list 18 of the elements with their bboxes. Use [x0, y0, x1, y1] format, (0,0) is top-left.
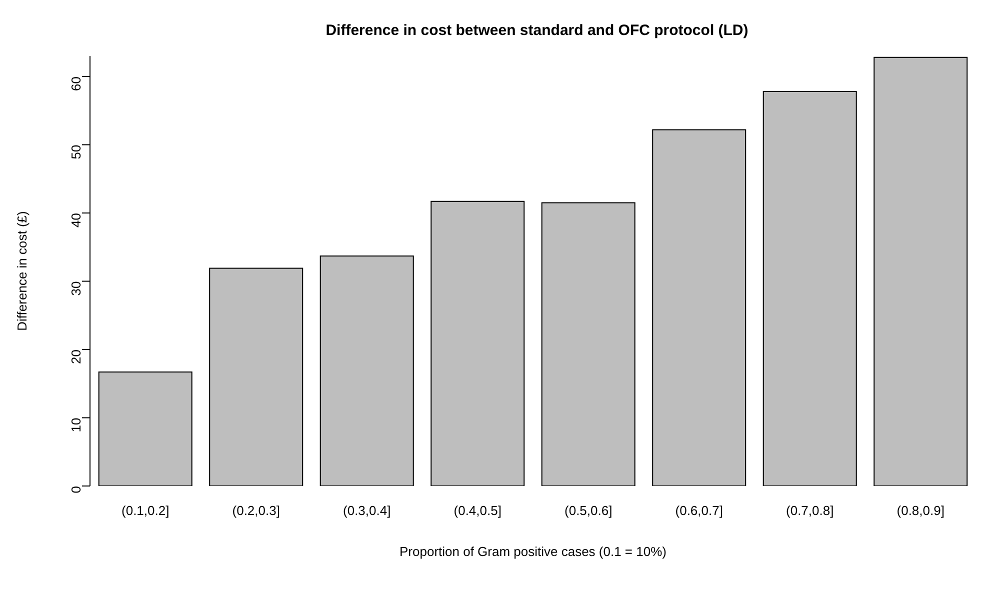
y-tick-label: 50: [68, 144, 84, 160]
y-tick-label: 40: [68, 212, 84, 228]
x-tick-label: (0.7,0.8]: [786, 503, 834, 518]
x-tick-label: (0.2,0.3]: [232, 503, 280, 518]
x-tick-label: (0.3,0.4]: [343, 503, 391, 518]
y-tick-label: 20: [68, 349, 84, 364]
x-tick-label: (0.4,0.5]: [454, 503, 502, 518]
x-tick-label: (0.8,0.9]: [896, 503, 944, 518]
x-tick-label: (0.1,0.2]: [122, 503, 170, 518]
y-axis-title: Difference in cost (£): [14, 211, 30, 331]
x-axis-title: Proportion of Gram positive cases (0.1 = 10%): [400, 544, 666, 559]
x-tick-label: (0.5,0.6]: [564, 503, 612, 518]
y-tick-label: 60: [68, 76, 84, 91]
chart-title: Difference in cost between standard and OFC protocol (LD): [324, 22, 750, 39]
y-tick-label: 0: [68, 486, 84, 494]
y-tick-label: 10: [68, 418, 84, 432]
y-tick-label: 30: [68, 281, 84, 296]
x-tick-label: (0.6,0.7]: [675, 503, 723, 518]
